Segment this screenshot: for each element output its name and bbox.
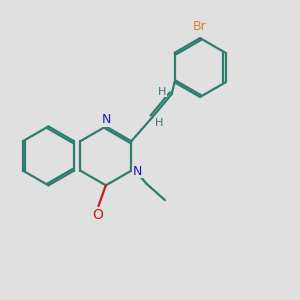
Text: N: N xyxy=(102,113,111,127)
Text: N: N xyxy=(133,165,142,178)
Text: Br: Br xyxy=(193,20,207,33)
Text: H: H xyxy=(155,118,163,128)
Text: O: O xyxy=(92,208,103,222)
Text: H: H xyxy=(158,87,166,97)
